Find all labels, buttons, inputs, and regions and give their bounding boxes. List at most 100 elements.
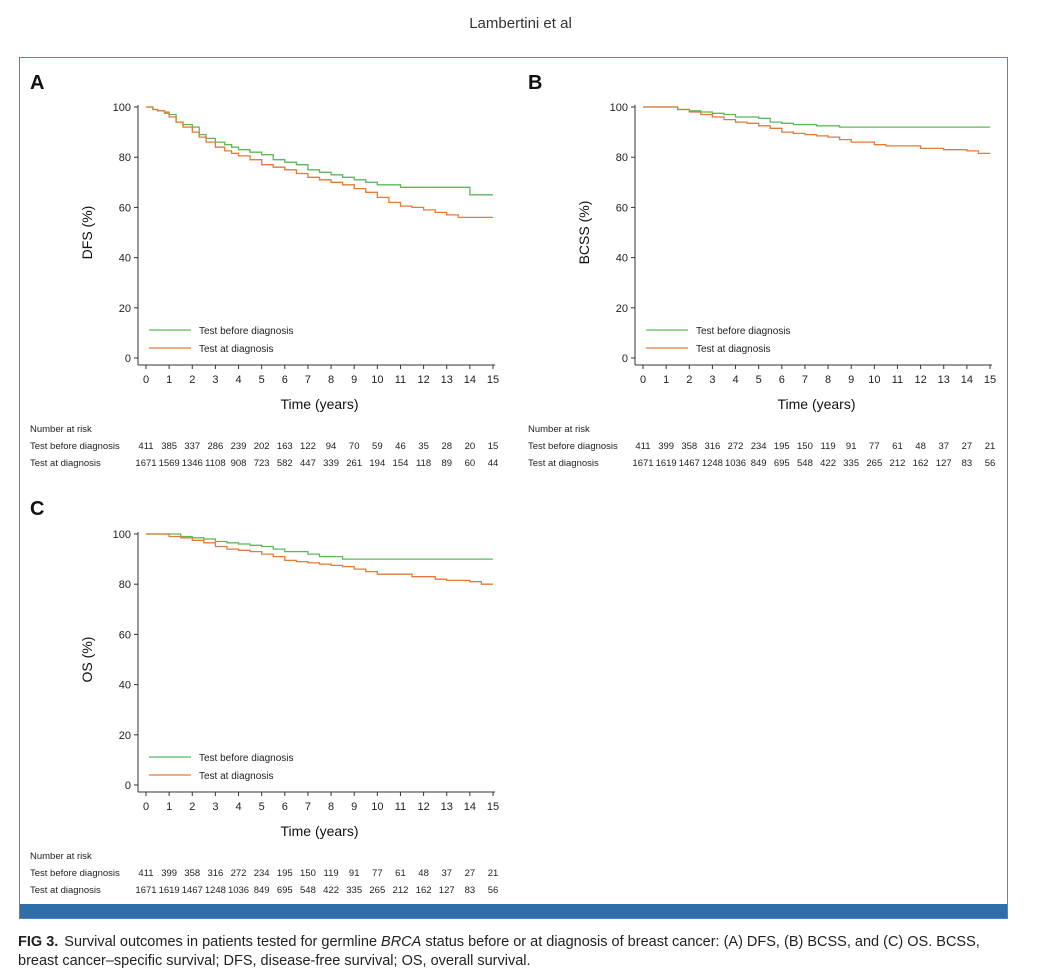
risk-count: 908: [231, 458, 247, 469]
risk-row-label: Test at diagnosis: [528, 458, 599, 469]
x-tick-label: 0: [640, 374, 646, 386]
panel-letter: C: [30, 498, 44, 520]
risk-count: 1248: [702, 458, 723, 469]
figure-frame: [19, 57, 1008, 919]
risk-count: 399: [658, 441, 674, 452]
y-tick-label: 0: [622, 353, 628, 365]
x-tick-label: 6: [779, 374, 785, 386]
risk-count: 118: [416, 458, 431, 469]
panel-letter: B: [528, 72, 542, 94]
x-tick-label: 12: [417, 374, 429, 386]
x-tick-label: 9: [351, 374, 357, 386]
risk-count: 1569: [159, 458, 180, 469]
series-line-test-before-diagnosis: [146, 106, 493, 196]
risk-count: 202: [254, 441, 270, 452]
caption-label: FIG 3.: [18, 934, 59, 950]
y-axis-label: BCSS (%): [576, 201, 592, 265]
y-tick-label: 100: [113, 102, 131, 114]
x-tick-label: 13: [938, 374, 950, 386]
risk-count: 89: [441, 458, 452, 469]
x-tick-label: 9: [848, 374, 854, 386]
risk-count: 695: [774, 458, 790, 469]
x-tick-label: 5: [756, 374, 762, 386]
y-tick-label: 20: [119, 730, 131, 742]
risk-count: 399: [161, 868, 177, 879]
risk-count: 61: [892, 441, 903, 452]
legend-label: Test before diagnosis: [199, 753, 294, 764]
risk-count: 91: [846, 441, 857, 452]
risk-count: 548: [300, 885, 316, 896]
risk-count: 422: [323, 885, 339, 896]
y-tick-label: 40: [119, 253, 131, 265]
x-tick-label: 1: [663, 374, 669, 386]
x-tick-label: 12: [914, 374, 926, 386]
risk-table-header: Number at risk: [528, 424, 590, 435]
y-tick-label: 20: [119, 303, 131, 315]
risk-count: 91: [349, 868, 360, 879]
risk-count: 723: [254, 458, 270, 469]
x-tick-label: 6: [282, 374, 288, 386]
y-tick-label: 100: [113, 529, 131, 541]
risk-count: 150: [797, 441, 813, 452]
legend-label: Test before diagnosis: [696, 326, 791, 337]
risk-count: 27: [962, 441, 973, 452]
risk-count: 46: [395, 441, 406, 452]
risk-count: 37: [938, 441, 949, 452]
risk-count: 234: [254, 868, 270, 879]
risk-count: 1671: [135, 885, 156, 896]
x-tick-label: 8: [328, 801, 334, 813]
x-tick-label: 6: [282, 801, 288, 813]
x-tick-label: 4: [732, 374, 738, 386]
risk-count: 60: [465, 458, 476, 469]
y-tick-label: 60: [119, 202, 131, 214]
x-tick-label: 1: [166, 801, 172, 813]
risk-count: 163: [277, 441, 293, 452]
series-line-test-before-diagnosis: [146, 533, 493, 560]
running-head: Lambertini et al: [469, 15, 572, 32]
x-tick-label: 14: [961, 374, 973, 386]
risk-count: 1671: [135, 458, 156, 469]
risk-count: 239: [231, 441, 247, 452]
x-axis-label: Time (years): [280, 396, 358, 412]
risk-count: 48: [418, 868, 429, 879]
figure-bottom-bar: [20, 904, 1007, 918]
x-tick-label: 14: [464, 801, 476, 813]
x-tick-label: 12: [417, 801, 429, 813]
risk-count: 35: [418, 441, 429, 452]
y-axis-label: DFS (%): [79, 206, 95, 260]
risk-table-header: Number at risk: [30, 851, 92, 862]
risk-count: 212: [393, 885, 409, 896]
x-tick-label: 14: [464, 374, 476, 386]
risk-count: 119: [323, 868, 338, 879]
risk-count: 1467: [182, 885, 203, 896]
risk-count: 286: [207, 441, 223, 452]
risk-count: 83: [962, 458, 973, 469]
x-tick-label: 3: [709, 374, 715, 386]
x-tick-label: 11: [395, 801, 406, 813]
risk-count: 56: [985, 458, 996, 469]
risk-count: 548: [797, 458, 813, 469]
y-tick-label: 20: [616, 303, 628, 315]
x-tick-label: 7: [305, 374, 311, 386]
x-tick-label: 13: [441, 801, 453, 813]
risk-count: 1619: [159, 885, 180, 896]
risk-count: 83: [465, 885, 476, 896]
figure-caption: FIG 3. Survival outcomes in patients test…: [18, 933, 1023, 971]
risk-row-label: Test before diagnosis: [30, 441, 120, 452]
risk-count: 195: [774, 441, 790, 452]
risk-count: 411: [138, 868, 153, 879]
risk-count: 447: [300, 458, 316, 469]
legend-label: Test before diagnosis: [199, 326, 294, 337]
risk-count: 77: [372, 868, 383, 879]
x-tick-label: 7: [305, 801, 311, 813]
risk-count: 56: [488, 885, 499, 896]
risk-count: 27: [465, 868, 476, 879]
risk-row-label: Test before diagnosis: [30, 868, 120, 879]
x-tick-label: 3: [212, 801, 218, 813]
x-axis-label: Time (years): [777, 396, 855, 412]
risk-count: 411: [138, 441, 153, 452]
risk-count: 582: [277, 458, 293, 469]
